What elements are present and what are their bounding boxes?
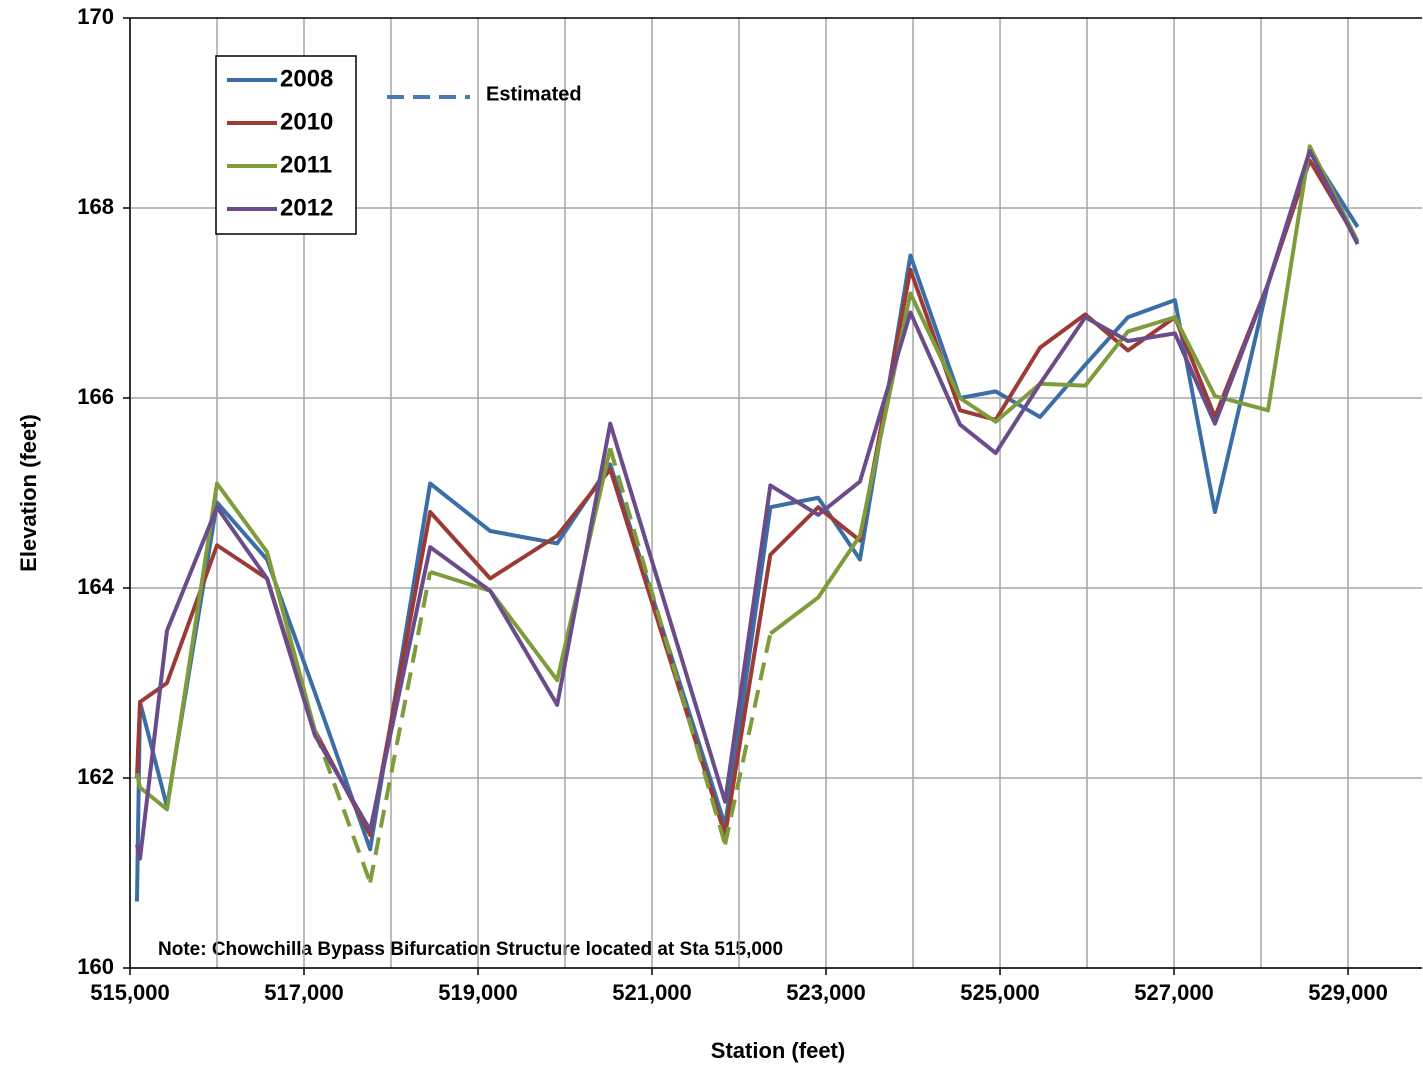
estimated-segment (723, 633, 773, 845)
x-axis-label: Station (feet) (711, 1038, 845, 1063)
y-axis-label: Elevation (feet) (16, 414, 41, 572)
x-tick-label: 521,000 (612, 980, 692, 1005)
x-tick-label: 529,000 (1308, 980, 1388, 1005)
estimated-segment (368, 571, 433, 883)
x-tick-label: 523,000 (786, 980, 866, 1005)
series-line (135, 149, 1360, 861)
note: Note: Chowchilla Bypass Bifurcation Stru… (158, 939, 783, 960)
x-tick-label: 527,000 (1134, 980, 1214, 1005)
y-tick-label: 166 (77, 384, 114, 409)
y-tick-label: 170 (77, 4, 114, 29)
y-tick-label: 160 (77, 954, 114, 979)
legend-label: 2011 (280, 151, 332, 178)
legend-label: 2012 (280, 194, 333, 221)
legend-label: 2010 (280, 108, 333, 135)
y-tick-label: 168 (77, 194, 114, 219)
y-tick-label: 162 (77, 764, 114, 789)
legend-box (215, 55, 357, 235)
x-tick-label: 525,000 (960, 980, 1040, 1005)
x-tick-label: 519,000 (438, 980, 518, 1005)
x-tick-label: 515,000 (90, 980, 170, 1005)
y-tick-label: 164 (77, 574, 114, 599)
x-tick-label: 517,000 (264, 980, 344, 1005)
estimated-segment (608, 447, 728, 846)
legend-label: 2008 (280, 65, 333, 92)
legend-label: Estimated (486, 83, 582, 105)
